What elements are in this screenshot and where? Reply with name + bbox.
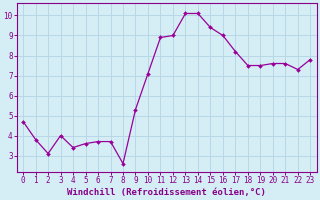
X-axis label: Windchill (Refroidissement éolien,°C): Windchill (Refroidissement éolien,°C) [67,188,266,197]
